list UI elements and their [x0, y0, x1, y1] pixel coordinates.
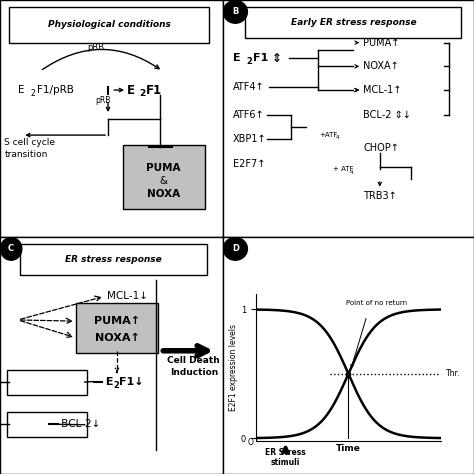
Text: ER Stress
stimuli: ER Stress stimuli [265, 448, 306, 467]
Text: S cell cycle: S cell cycle [4, 138, 55, 146]
Text: ATF6↑: ATF6↑ [233, 110, 264, 120]
Text: XBP1↑: XBP1↑ [233, 134, 266, 144]
Text: BCL-2↓: BCL-2↓ [58, 419, 100, 429]
Text: pRB: pRB [95, 96, 110, 105]
Circle shape [223, 237, 247, 260]
Circle shape [0, 237, 22, 260]
Text: NOXA: NOXA [147, 189, 180, 200]
Text: E: E [233, 53, 240, 63]
Text: 4: 4 [335, 136, 339, 140]
FancyBboxPatch shape [7, 412, 87, 437]
X-axis label: Time: Time [336, 444, 361, 453]
Text: Physiological conditions: Physiological conditions [48, 20, 171, 29]
Text: Cell Death: Cell Death [167, 356, 220, 365]
Text: F1/pRB: F1/pRB [37, 85, 73, 95]
Text: 4: 4 [350, 170, 354, 175]
Text: E: E [102, 376, 114, 387]
Text: BCL-2 ⇕↓: BCL-2 ⇕↓ [364, 110, 411, 120]
Text: &: & [160, 176, 168, 186]
Text: NOXA↑: NOXA↑ [364, 61, 399, 72]
Text: NOXA↑: NOXA↑ [94, 333, 139, 343]
Text: PUMA↑: PUMA↑ [94, 316, 140, 326]
Text: +ATF: +ATF [319, 132, 338, 138]
Text: ER stress response: ER stress response [65, 255, 162, 264]
Text: transition: transition [4, 150, 48, 158]
FancyBboxPatch shape [76, 303, 158, 353]
Text: MCL-1↓: MCL-1↓ [107, 291, 148, 301]
Text: TRB3↑: TRB3↑ [364, 191, 397, 201]
Text: PUMA↑: PUMA↑ [364, 37, 400, 48]
Text: 2: 2 [139, 89, 146, 98]
Text: E2F7↑: E2F7↑ [233, 158, 265, 169]
FancyBboxPatch shape [246, 7, 461, 38]
Circle shape [223, 0, 247, 23]
Text: Point of no return: Point of no return [346, 300, 407, 306]
FancyBboxPatch shape [20, 244, 207, 275]
Text: D: D [232, 245, 239, 253]
FancyBboxPatch shape [122, 145, 205, 209]
Text: PUMA: PUMA [146, 163, 181, 173]
FancyBboxPatch shape [9, 7, 210, 43]
Text: E: E [127, 83, 135, 97]
Text: Early ER stress response: Early ER stress response [291, 18, 416, 27]
FancyBboxPatch shape [7, 370, 87, 394]
Text: CHOP↑: CHOP↑ [364, 143, 399, 153]
Text: + ATF: + ATF [333, 166, 354, 173]
Text: pRB: pRB [87, 43, 104, 52]
Text: 2: 2 [114, 381, 119, 390]
Text: C: C [8, 245, 14, 253]
Text: ⇕: ⇕ [272, 52, 282, 64]
Text: F1: F1 [146, 83, 162, 97]
Text: Thr.: Thr. [447, 369, 461, 378]
Y-axis label: E2F1 expression levels: E2F1 expression levels [229, 324, 238, 411]
Text: ATF4↑: ATF4↑ [233, 82, 264, 91]
Text: F1: F1 [253, 53, 268, 63]
Text: 2: 2 [246, 57, 253, 66]
Text: E: E [18, 85, 24, 95]
Text: 2: 2 [30, 89, 35, 98]
Text: F1↓: F1↓ [119, 376, 144, 387]
Text: MCL-1↑: MCL-1↑ [364, 85, 402, 95]
Text: O: O [247, 438, 253, 447]
Text: B: B [232, 8, 238, 16]
Text: Induction: Induction [170, 368, 218, 376]
